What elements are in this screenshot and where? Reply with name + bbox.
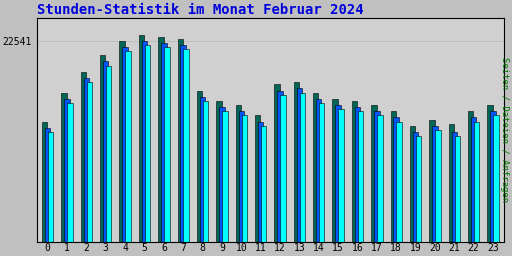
Bar <box>493 115 499 242</box>
Bar <box>300 93 305 242</box>
Bar <box>161 43 166 242</box>
Bar <box>474 122 479 242</box>
Bar <box>432 126 438 242</box>
Bar <box>219 107 225 242</box>
Bar <box>145 45 150 242</box>
Bar <box>158 37 163 242</box>
Bar <box>487 105 493 242</box>
Bar <box>435 130 441 242</box>
Bar <box>396 122 402 242</box>
Bar <box>45 128 50 242</box>
Bar <box>48 132 53 242</box>
Bar <box>449 124 454 242</box>
Bar <box>103 61 109 242</box>
Bar <box>183 49 189 242</box>
Bar <box>377 115 382 242</box>
Bar <box>142 41 147 242</box>
Bar <box>452 132 457 242</box>
Bar <box>178 39 183 242</box>
Bar <box>261 126 266 242</box>
Bar <box>197 91 202 242</box>
Bar <box>106 66 112 242</box>
Bar <box>294 82 299 242</box>
Bar <box>181 45 186 242</box>
Bar <box>355 107 360 242</box>
Bar <box>413 132 418 242</box>
Bar <box>258 122 263 242</box>
Y-axis label: Seiten / Dateien / Anfragen: Seiten / Dateien / Anfragen <box>500 57 509 202</box>
Bar <box>313 93 318 242</box>
Bar <box>394 118 399 242</box>
Bar <box>81 72 86 242</box>
Bar <box>374 111 379 242</box>
Bar <box>125 51 131 242</box>
Bar <box>236 105 241 242</box>
Bar <box>416 136 421 242</box>
Bar <box>100 55 105 242</box>
Bar <box>203 101 208 242</box>
Bar <box>255 115 261 242</box>
Bar <box>87 82 92 242</box>
Bar <box>280 95 286 242</box>
Bar <box>216 101 222 242</box>
Bar <box>83 78 89 242</box>
Bar <box>242 115 247 242</box>
Bar <box>67 103 73 242</box>
Bar <box>358 111 363 242</box>
Bar <box>319 103 325 242</box>
Bar <box>164 47 169 242</box>
Text: Stunden-Statistik im Monat Februar 2024: Stunden-Statistik im Monat Februar 2024 <box>37 3 364 17</box>
Bar <box>335 105 341 242</box>
Bar <box>316 99 322 242</box>
Bar <box>122 47 128 242</box>
Bar <box>119 41 125 242</box>
Bar <box>429 120 435 242</box>
Bar <box>274 84 280 242</box>
Bar <box>352 101 357 242</box>
Bar <box>468 111 474 242</box>
Bar <box>410 126 415 242</box>
Bar <box>61 93 67 242</box>
Bar <box>139 35 144 242</box>
Bar <box>222 111 228 242</box>
Bar <box>338 109 344 242</box>
Bar <box>455 136 460 242</box>
Bar <box>332 99 338 242</box>
Bar <box>391 111 396 242</box>
Bar <box>42 122 48 242</box>
Bar <box>490 111 496 242</box>
Bar <box>296 88 302 242</box>
Bar <box>239 111 244 242</box>
Bar <box>65 99 70 242</box>
Bar <box>371 105 376 242</box>
Bar <box>471 118 476 242</box>
Bar <box>278 91 283 242</box>
Bar <box>200 97 205 242</box>
